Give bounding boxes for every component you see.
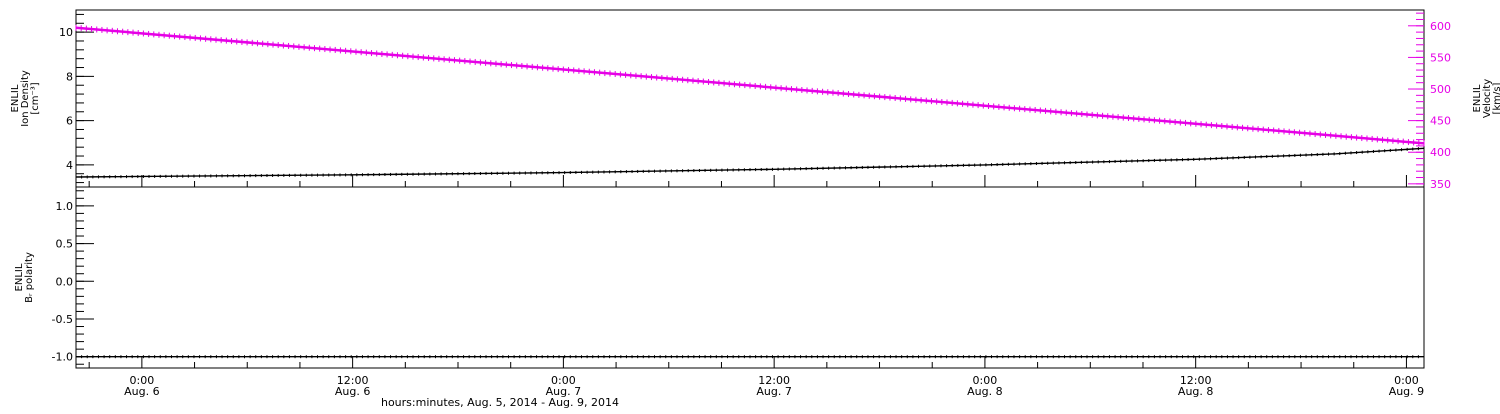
y-axis-title-line: ENLIL (10, 84, 21, 112)
y2-axis-title-line: ENLIL (1472, 84, 1483, 112)
x-tick-label-time: 12:00 (758, 374, 790, 387)
y2-axis-title: ENLILVelocity[km/s] (1472, 79, 1500, 118)
x-tick-label-time: 0:00 (1394, 374, 1419, 387)
y-axis-title: ENLILBᵣ polarity (14, 252, 35, 303)
y-axis-title-line: Ion Density (20, 70, 31, 127)
x-tick-label-date: Aug. 7 (756, 385, 791, 398)
y-axis-title-line: Bᵣ polarity (24, 252, 35, 303)
x-tick-label-time: 0:00 (130, 374, 155, 387)
series-line-1 (75, 147, 1425, 178)
y-axis-title-line: [cm⁻³] (30, 82, 41, 114)
x-tick-label-date: Aug. 7 (546, 385, 581, 398)
series-markers-1 (75, 146, 1425, 179)
panel-2: -1.0 -0.5 0.0 0.5 1.0 ENLILBᵣ polarity (14, 186, 1425, 369)
x-tick-label-date: Aug. 6 (124, 385, 159, 398)
y2-tick-label: 350 (1430, 178, 1451, 191)
series-markers-1 (75, 355, 1425, 359)
x-tick-label-time: 12:00 (337, 374, 369, 387)
y-axis-title-line: ENLIL (14, 263, 25, 291)
plot-frame (75, 186, 1425, 369)
y2-tick-label: 400 (1430, 146, 1451, 159)
x-axis-label: hours:minutes, Aug. 5, 2014 - Aug. 9, 20… (381, 396, 619, 409)
x-tick-label-date: Aug. 8 (967, 385, 1002, 398)
y2-tick-label: 500 (1430, 83, 1451, 96)
y-tick-label: 0.5 (56, 238, 74, 251)
x-tick-label-date: Aug. 8 (1178, 385, 1213, 398)
y-tick-label: -0.5 (52, 313, 73, 326)
y2-tick-label: 450 (1430, 115, 1451, 128)
x-tick-label-time: 0:00 (551, 374, 576, 387)
y2-tick-label: 550 (1430, 51, 1451, 64)
x-tick-label-date: Aug. 9 (1389, 385, 1424, 398)
y2-axis-title-line: Velocity (1482, 79, 1493, 118)
plot-frame (75, 9, 1425, 188)
y-axis-title: ENLILIon Density[cm⁻³] (10, 70, 41, 127)
x-tick-label-time: 0:00 (973, 374, 998, 387)
x-tick-label-time: 12:00 (1180, 374, 1212, 387)
y2-tick-label: 600 (1430, 20, 1451, 33)
y-tick-label: 10 (59, 26, 73, 39)
y-tick-label: 0.0 (56, 275, 74, 288)
y2-axis-title-line: [km/s] (1492, 82, 1500, 114)
x-tick-label-date: Aug. 6 (335, 385, 370, 398)
series-markers-2 (75, 24, 1425, 147)
y-tick-label: 4 (66, 159, 73, 172)
y-tick-label: -1.0 (52, 351, 73, 364)
y-tick-label: 8 (66, 70, 73, 83)
y-tick-label: 1.0 (56, 200, 74, 213)
y-tick-label: 6 (66, 115, 73, 128)
